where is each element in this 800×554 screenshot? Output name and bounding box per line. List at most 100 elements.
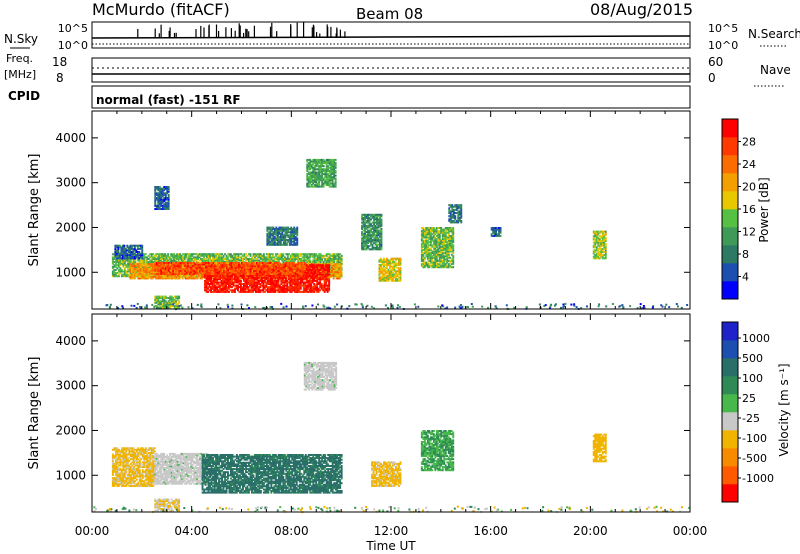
range-gate-cell <box>200 257 202 260</box>
range-gate-cell <box>334 257 337 260</box>
beam-title: Beam 08 <box>356 5 423 23</box>
range-gate-cell <box>167 263 170 266</box>
range-gate-cell <box>233 265 236 268</box>
range-gate-cell <box>283 279 286 282</box>
range-gate-cell <box>252 254 255 257</box>
range-gate-cell <box>257 275 260 278</box>
range-gate-cell <box>241 265 243 268</box>
range-gate-cell <box>184 266 187 269</box>
range-gate-cell <box>257 268 260 271</box>
range-gate-cell <box>289 259 292 262</box>
range-gate-cell <box>293 269 296 272</box>
range-gate-cell <box>123 267 126 270</box>
range-gate-cell <box>282 257 285 260</box>
range-gate-cell <box>220 271 222 274</box>
range-gate-cell <box>278 290 281 293</box>
range-gate-cell <box>297 257 300 260</box>
range-gate-cell <box>243 256 246 259</box>
range-gate-cell <box>171 277 174 280</box>
range-gate-cell <box>178 271 181 274</box>
range-gate-cell <box>337 256 340 259</box>
range-gate-cell <box>224 257 226 260</box>
range-gate-cell <box>296 281 299 284</box>
range-gate-cell <box>220 287 223 290</box>
range-gate-cell <box>238 265 240 268</box>
range-gate-cell <box>251 269 254 272</box>
range-gate-cell <box>221 268 224 271</box>
range-gate-cell <box>281 275 284 278</box>
range-gate-cell <box>328 265 331 268</box>
range-gate-cell <box>182 262 185 264</box>
range-gate-cell <box>284 263 287 266</box>
range-gate-cell <box>153 254 156 257</box>
range-gate-cell <box>159 275 162 278</box>
range-gate-cell <box>207 259 210 262</box>
range-gate-cell <box>185 268 188 271</box>
range-gate-cell <box>138 274 141 277</box>
range-gate-cell <box>229 271 231 274</box>
range-gate-cell <box>157 262 160 264</box>
range-gate-cell <box>271 281 274 284</box>
range-gate-cell <box>278 269 281 272</box>
range-gate-cell <box>211 279 214 282</box>
range-gate-cell <box>328 253 331 256</box>
range-gate-cell <box>277 256 280 259</box>
range-gate-cell <box>291 271 294 274</box>
range-gate-cell <box>205 289 208 292</box>
range-gate-cell <box>241 272 243 275</box>
range-gate-cell <box>133 264 136 267</box>
range-gate-cell <box>333 256 336 259</box>
range-gate-cell <box>256 279 259 282</box>
range-gate-cell <box>168 277 171 280</box>
range-gate-cell <box>225 283 227 285</box>
range-gate-cell <box>272 281 275 284</box>
range-gate-cell <box>181 263 184 266</box>
range-gate-cell <box>116 261 119 264</box>
range-gate-cell <box>201 259 204 262</box>
range-gate-cell <box>308 264 311 267</box>
range-gate-cell <box>232 281 235 284</box>
range-gate-cell <box>267 254 270 257</box>
range-gate-cell <box>304 281 307 284</box>
range-gate-cell <box>126 262 129 265</box>
range-gate-cell <box>156 256 159 259</box>
range-gate-cell <box>142 269 145 272</box>
cpid-label: CPID <box>8 89 40 103</box>
range-gate-cell <box>326 278 329 281</box>
range-gate-cell <box>159 263 162 266</box>
range-gate-cell <box>148 263 151 266</box>
range-gate-cell <box>176 265 179 268</box>
range-gate-cell <box>220 263 222 266</box>
range-gate-cell <box>316 276 319 279</box>
range-gate-cell <box>313 278 316 281</box>
range-gate-cell <box>204 259 207 262</box>
range-gate-cell <box>275 263 278 266</box>
range-gate-cell <box>190 272 193 275</box>
range-gate-cell <box>164 259 167 262</box>
range-gate-cell <box>235 279 238 282</box>
range-gate-cell <box>316 289 319 292</box>
range-gate-cell <box>261 271 264 274</box>
range-gate-cell <box>253 279 256 282</box>
range-gate-cell <box>316 264 319 267</box>
range-gate-cell <box>243 254 246 257</box>
range-gate-cell <box>286 279 289 282</box>
range-gate-cell <box>287 289 290 292</box>
range-gate-cell <box>227 265 230 268</box>
range-gate-cell <box>271 261 274 264</box>
range-gate-cell <box>183 264 186 267</box>
range-gate-cell <box>243 253 246 256</box>
range-gate-cell <box>117 273 120 276</box>
range-gate-cell <box>122 262 125 265</box>
range-gate-cell <box>305 276 308 279</box>
range-gate-cell <box>167 256 170 259</box>
range-gate-cell <box>273 266 276 269</box>
range-gate-cell <box>151 271 154 274</box>
range-gate-cell <box>170 257 173 260</box>
range-gate-cell <box>181 262 184 264</box>
range-gate-cell <box>195 272 198 275</box>
range-gate-cell <box>198 268 200 270</box>
range-gate-cell <box>135 268 138 270</box>
range-gate-cell <box>269 271 272 274</box>
range-gate-cell <box>157 274 160 277</box>
